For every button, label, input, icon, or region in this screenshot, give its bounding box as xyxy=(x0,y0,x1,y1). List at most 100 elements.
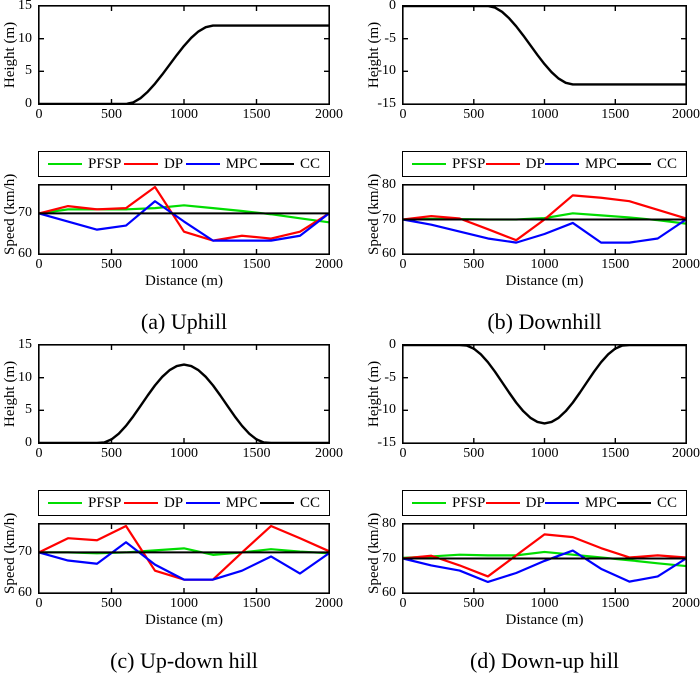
x-tick-label: 1500 xyxy=(601,596,630,611)
x-axis-label: Distance (m) xyxy=(505,612,584,628)
series-line-mpc xyxy=(38,200,330,242)
legend-label: MPC xyxy=(585,494,617,511)
x-axis-label: Distance (m) xyxy=(145,273,223,289)
y-tick-label: 10 xyxy=(18,369,32,385)
y-tick-label: 80 xyxy=(382,516,396,531)
x-tick-label: 500 xyxy=(101,596,122,611)
legend-line-swatch-pfsp xyxy=(412,501,446,505)
legend-entry-dp: DP xyxy=(123,495,183,511)
legend-line-swatch-dp xyxy=(485,501,520,505)
legend-entry-pfsp: PFSP xyxy=(412,155,486,172)
legend-line-swatch-dp xyxy=(123,162,158,166)
axes-frame xyxy=(402,523,687,594)
legend-line-swatch-cc xyxy=(259,162,294,166)
y-axis-label: Height (m) xyxy=(366,360,382,428)
x-tick-label: 0 xyxy=(35,257,43,272)
plot-area xyxy=(38,344,330,444)
height-chart-b: Height (m) -15 -10 -5 0 0 500 1000 1500 2000 xyxy=(350,0,700,147)
legend-entry-dp: DP xyxy=(485,495,545,511)
y-tick-label: 15 xyxy=(18,337,32,352)
speed-chart-d: PFSP DP MPC CC Speed (km/h) 60 70 80 0 500 1000 150… xyxy=(350,486,700,644)
y-tick-label: 0 xyxy=(25,96,32,111)
legend-label: CC xyxy=(656,494,677,511)
axes-frame xyxy=(402,344,687,444)
legend-label: DP xyxy=(163,155,184,172)
y-tick-label: 60 xyxy=(382,246,396,261)
x-tick-label: 1500 xyxy=(242,257,271,272)
legend-line-swatch-dp xyxy=(485,162,520,166)
y-axis-label: Height (m) xyxy=(2,360,18,428)
x-tick-label: 0 xyxy=(399,107,407,122)
legend-entry-pfsp: PFSP xyxy=(48,494,122,511)
x-tick-label: 0 xyxy=(399,257,407,272)
legend-label: CC xyxy=(299,155,320,172)
speed-chart-c: PFSP DP MPC CC Speed (km/h) 60 70 0 500 1000 1500 2… xyxy=(0,486,350,644)
legend-entry-mpc: MPC xyxy=(545,156,617,172)
axes-frame xyxy=(38,344,330,444)
plot-background xyxy=(38,523,330,594)
plot-background xyxy=(38,5,330,105)
y-tick-label: 5 xyxy=(25,402,32,418)
x-tick-label: 1500 xyxy=(601,107,630,122)
plot-area xyxy=(38,523,330,594)
legend-entry-dp: DP xyxy=(123,155,184,172)
legend-line-swatch-mpc xyxy=(185,501,220,505)
legend-entry-cc: CC xyxy=(616,494,677,511)
y-tick-label: 5 xyxy=(25,63,32,79)
legend-box: PFSP DP MPC CC xyxy=(38,151,330,177)
panel-d: Height (m) -15 -10 -5 0 0 500 1000 1500 2000 PFSP… xyxy=(350,338,700,678)
plot-area xyxy=(402,344,687,444)
y-tick-label: -5 xyxy=(384,30,396,46)
y-tick-label: 0 xyxy=(389,0,396,13)
legend-line-swatch-mpc xyxy=(545,162,580,166)
legend-label: PFSP xyxy=(452,155,486,172)
x-tick-label: 2000 xyxy=(315,446,343,461)
x-tick-label: 0 xyxy=(399,446,407,461)
series-line-mpc xyxy=(402,549,687,584)
height-chart-c: Height (m) 0 5 10 15 0 500 1000 1500 2000 xyxy=(0,337,350,486)
legend-line-swatch-pfsp xyxy=(412,162,446,166)
x-tick-label: 500 xyxy=(101,446,122,461)
x-tick-label: 0 xyxy=(399,596,407,611)
y-tick-label: 10 xyxy=(18,30,32,46)
legend-line-swatch-cc xyxy=(616,162,651,166)
x-tick-label: 1500 xyxy=(242,446,271,461)
plot-area xyxy=(402,5,687,105)
legend-line-swatch-mpc xyxy=(185,162,220,166)
plot-area xyxy=(38,184,330,255)
y-tick-label: 15 xyxy=(18,0,32,13)
y-tick-label: -15 xyxy=(377,435,396,450)
y-tick-label: -5 xyxy=(384,369,396,385)
legend-label: PFSP xyxy=(88,155,122,172)
legend-entry-cc: CC xyxy=(616,156,677,172)
x-tick-label: 1500 xyxy=(601,446,630,461)
legend-entry-mpc: MPC xyxy=(185,495,257,511)
y-tick-label: 60 xyxy=(382,585,396,600)
x-tick-label: 2000 xyxy=(672,107,700,122)
x-tick-label: 500 xyxy=(101,107,122,122)
x-tick-label: 1000 xyxy=(530,257,559,272)
height-chart-a: Height (m) 0 5 10 15 0 500 1000 1500 2000 xyxy=(0,0,350,147)
y-axis-label: Height (m) xyxy=(366,21,382,89)
legend-line-swatch-dp xyxy=(123,501,158,505)
legend-label: DP xyxy=(525,155,545,172)
axes-frame xyxy=(38,523,330,594)
legend-label: PFSP xyxy=(88,494,122,511)
x-tick-label: 2000 xyxy=(672,446,700,461)
y-axis-label: Height (m) xyxy=(2,21,18,89)
x-axis-label: Distance (m) xyxy=(145,612,223,628)
caption-c: (c) Up-down hill xyxy=(110,648,258,673)
x-tick-label: 1500 xyxy=(242,596,271,611)
x-tick-label: 2000 xyxy=(672,257,700,272)
x-tick-label: 2000 xyxy=(315,107,343,122)
panel-a: Height (m) 0 5 10 15 0 500 1000 1500 2000 PFSP DP M… xyxy=(0,0,350,339)
x-tick-label: 0 xyxy=(35,107,43,122)
legend-entry-dp: DP xyxy=(485,155,545,172)
series-line-pfsp xyxy=(402,550,687,568)
x-tick-label: 500 xyxy=(463,596,485,611)
legend-box: PFSP DP MPC CC xyxy=(38,490,330,516)
axes-frame xyxy=(38,184,330,255)
y-tick-label: 70 xyxy=(382,550,396,566)
legend-box: PFSP DP MPC CC xyxy=(402,490,687,516)
plot-background xyxy=(402,344,687,444)
